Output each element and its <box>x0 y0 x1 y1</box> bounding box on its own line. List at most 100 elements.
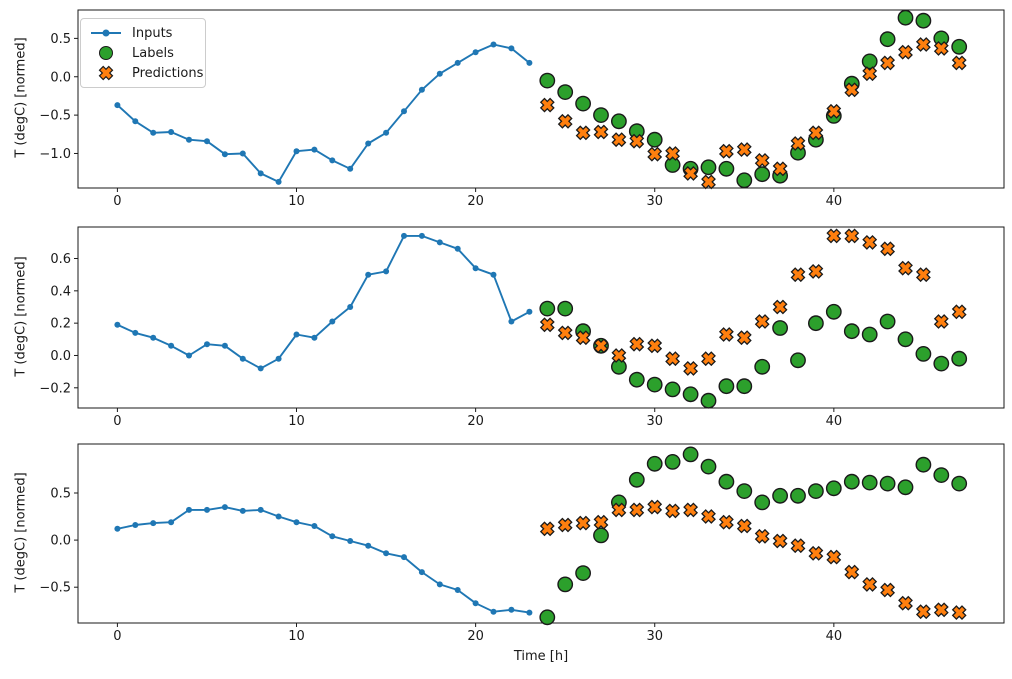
inputs-point <box>150 334 157 341</box>
inputs-point <box>365 271 372 278</box>
predictions-point <box>557 113 573 129</box>
legend: Inputs Labels Predictions <box>80 18 206 88</box>
labels-point <box>539 300 556 317</box>
labels-point <box>772 487 788 504</box>
inputs-point <box>150 129 157 136</box>
inputs-line-swatch <box>87 29 125 37</box>
inputs-point <box>526 59 533 66</box>
plot-area <box>77 9 1005 189</box>
inputs-point <box>293 519 300 526</box>
y-tick-label: 0.6 <box>50 252 71 267</box>
predictions-point <box>736 518 752 534</box>
inputs-point <box>293 148 300 155</box>
labels-point <box>664 453 681 470</box>
subplot-2: 0 10 20 30 40 0.6 0.4 0.2 0.0 −0.2 <box>39 226 1005 429</box>
inputs-point <box>401 232 407 239</box>
predictions-point <box>844 228 860 244</box>
predictions-point <box>933 314 949 329</box>
inputs-point <box>383 550 390 557</box>
inputs-point <box>293 331 300 338</box>
predictions-point <box>933 602 949 618</box>
inputs-point <box>132 329 139 336</box>
labels-point <box>628 371 645 388</box>
inputs-point <box>490 271 497 278</box>
labels-point <box>861 53 878 70</box>
inputs-point <box>221 151 228 158</box>
inputs-point <box>329 533 336 540</box>
predictions-point <box>701 174 716 190</box>
predictions-point <box>701 351 716 367</box>
labels-point <box>539 609 556 626</box>
predictions-point <box>862 66 878 82</box>
inputs-line <box>116 43 530 183</box>
subplot-1: 0 10 20 30 40 0.5 0.0 −0.5 −1.0 <box>39 9 1005 209</box>
x-tick-label: 40 <box>826 414 843 429</box>
predictions-point <box>665 351 681 367</box>
inputs-series <box>114 504 533 616</box>
inputs-series <box>114 232 533 372</box>
predictions-point <box>683 502 699 518</box>
x-tick-label: 0 <box>113 414 121 429</box>
plot-area <box>77 226 1005 409</box>
inputs-point <box>221 504 228 511</box>
y-tick-label: 0.5 <box>50 32 71 47</box>
predictions-point <box>808 263 824 279</box>
legend-label-labels: Labels <box>132 45 174 61</box>
predictions-point <box>844 82 860 98</box>
x-tick-label: 0 <box>113 629 121 644</box>
labels-point <box>879 475 896 492</box>
inputs-point <box>168 129 175 135</box>
labels-point <box>915 12 932 29</box>
labels-point <box>951 350 968 367</box>
labels-point <box>772 320 788 336</box>
predictions-point <box>772 299 788 315</box>
y-tick-label: 0.2 <box>50 317 71 332</box>
x-axis-ticks: 0 10 20 30 40 <box>113 623 842 644</box>
predictions-point <box>629 502 645 518</box>
predictions-point <box>701 509 716 524</box>
predictions-point <box>593 124 609 140</box>
y-tick-label: −0.5 <box>39 109 71 124</box>
predictions-point <box>754 152 770 168</box>
labels-point <box>646 455 663 472</box>
predictions-point <box>575 515 591 531</box>
labels-series <box>539 9 968 189</box>
predictions-point <box>593 514 609 530</box>
predictions-point <box>933 40 949 56</box>
x-axis-ticks: 0 10 20 30 40 <box>113 408 842 429</box>
y-tick-label: −0.2 <box>39 381 71 396</box>
legend-label-predictions: Predictions <box>132 65 204 81</box>
predictions-point <box>539 97 555 113</box>
inputs-point <box>257 365 264 372</box>
predictions-point <box>629 336 645 352</box>
inputs-point <box>275 355 282 362</box>
labels-point <box>736 172 753 189</box>
subplot-3: 0 10 20 30 40 0.5 0.0 −0.5 <box>39 443 1005 644</box>
predictions-point <box>539 317 555 333</box>
predictions-point <box>915 267 931 283</box>
predictions-point <box>718 514 734 530</box>
predictions-point <box>898 44 913 60</box>
inputs-point <box>168 519 175 526</box>
inputs-point <box>383 129 390 136</box>
inputs-line <box>117 506 530 614</box>
inputs-point <box>347 165 354 172</box>
inputs-series <box>114 41 533 185</box>
labels-point <box>897 9 914 26</box>
predictions-point <box>683 360 699 376</box>
predictions-point <box>575 125 591 141</box>
predictions-point <box>826 549 842 565</box>
x-axis-label: Time [h] <box>513 649 569 664</box>
labels-point <box>664 157 681 173</box>
y-axis-label-subplot-3: T (degC) [normed] <box>13 472 29 593</box>
labels-point <box>933 355 950 372</box>
inputs-point <box>436 581 443 588</box>
inputs-point <box>472 600 479 607</box>
predictions-point <box>557 325 573 341</box>
predictions-point <box>736 330 752 346</box>
inputs-point <box>383 268 390 275</box>
inputs-point <box>508 45 515 52</box>
inputs-point <box>365 542 372 549</box>
labels-point <box>790 487 806 504</box>
y-tick-label: −0.5 <box>39 581 71 596</box>
